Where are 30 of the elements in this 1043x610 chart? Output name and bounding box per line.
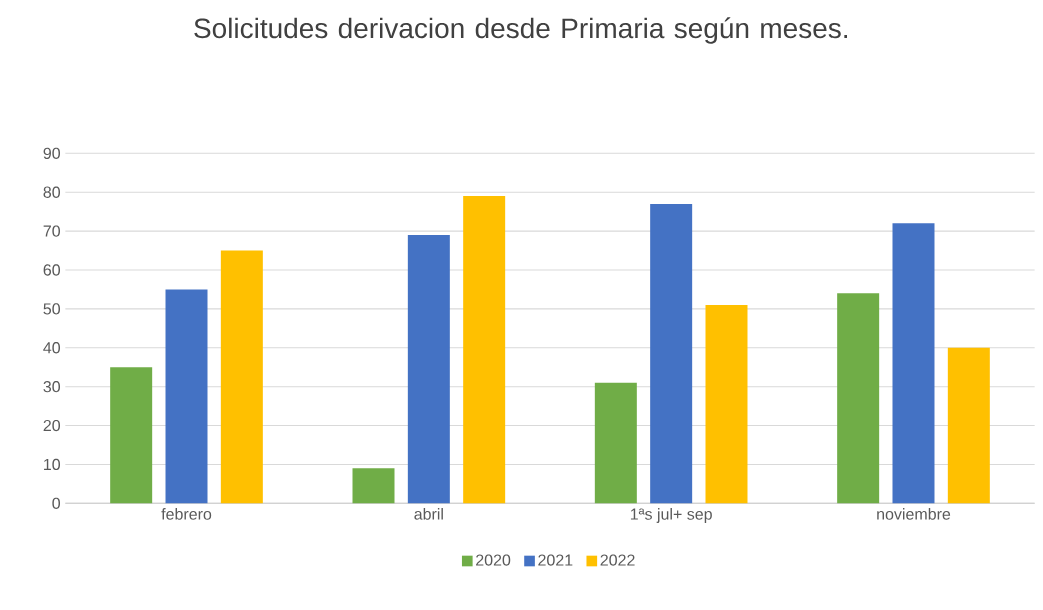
x-tick-label: abril xyxy=(414,508,443,520)
y-tick-label: 50 xyxy=(43,303,61,315)
bar xyxy=(463,196,506,504)
bar xyxy=(220,250,263,504)
y-tick-label: 60 xyxy=(43,264,61,276)
y-tick-label: 40 xyxy=(43,342,61,354)
bar xyxy=(407,235,450,504)
y-tick-label: 0 xyxy=(52,497,61,509)
x-tick-label: febrero xyxy=(161,508,212,520)
bar xyxy=(705,305,748,504)
bar xyxy=(892,223,935,504)
chart-title: Solicitudes derivacion desde Primaria según meses. xyxy=(194,17,848,44)
bar xyxy=(352,468,395,504)
y-tick-label: 10 xyxy=(44,458,61,471)
x-tick-label: noviembre xyxy=(877,508,951,520)
y-tick-label: 20 xyxy=(43,419,61,432)
bar xyxy=(947,347,990,504)
y-tick-label: 80 xyxy=(43,186,61,198)
legend-label: 2020 xyxy=(476,554,511,566)
x-tick-label: 1ªs jul+ sep xyxy=(630,508,712,523)
bar xyxy=(837,293,880,504)
y-tick-label: 90 xyxy=(43,147,61,159)
bar xyxy=(110,367,153,504)
bar xyxy=(165,289,208,504)
bar xyxy=(594,382,637,504)
y-tick-label: 30 xyxy=(43,381,61,393)
legend-label: 2021 xyxy=(538,554,573,566)
legend-label: 2022 xyxy=(600,554,635,566)
bar xyxy=(650,203,693,504)
y-tick-label: 70 xyxy=(43,225,61,237)
